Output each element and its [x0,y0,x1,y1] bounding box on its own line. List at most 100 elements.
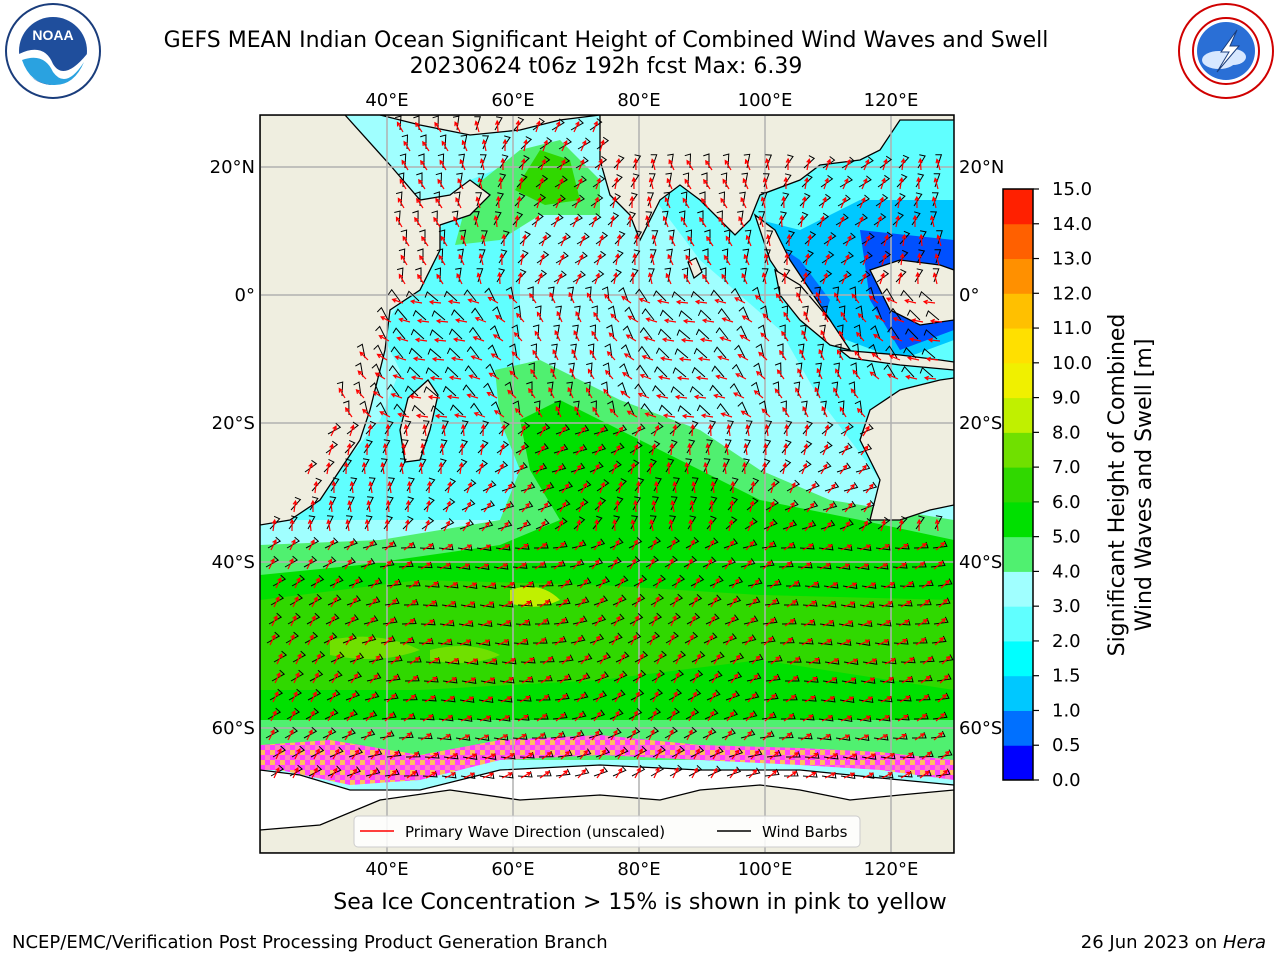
wind-barb [676,329,691,340]
wave-direction-arrow [864,582,877,589]
wave-direction-arrow [407,480,412,494]
wave-direction-arrow [781,732,792,741]
wind-barb [382,616,398,625]
wind-barb [819,269,833,283]
wave-direction-arrow [549,291,556,304]
wave-direction-arrow [573,329,580,342]
wind-barb [607,305,617,321]
wave-direction-arrow [499,620,512,627]
wind-barb [532,324,540,340]
wind-barb [753,362,763,378]
wave-direction-arrow [708,423,714,437]
colorbar-tick-label: 13.0 [1052,249,1092,270]
wave-direction-arrow [842,696,855,703]
wind-barb [268,612,283,625]
wave-direction-arrow [833,387,840,399]
wave-direction-arrow [764,423,770,437]
wind-barb [671,574,686,587]
wind-barb [436,248,444,264]
wind-barb [327,594,342,606]
wave-direction-arrow [629,195,635,209]
wave-direction-arrow [806,677,818,684]
wave-direction-arrow [365,711,375,722]
wave-direction-arrow [663,318,677,324]
wind-barb [683,726,698,739]
wave-direction-arrow [423,619,435,627]
wind-barb [832,286,840,302]
wind-barb [451,309,465,321]
wave-direction-arrow [447,481,453,494]
wind-barb [386,383,400,397]
wind-barb [386,578,402,587]
wave-direction-arrow [484,753,497,760]
wave-direction-arrow [445,500,452,513]
wave-direction-arrow [779,349,787,361]
wave-direction-arrow [700,413,714,419]
lat-label-right-20n: 20°N [959,157,1004,178]
wind-barb [923,329,938,340]
wind-barb [855,305,864,321]
wind-barb [552,194,566,207]
wave-direction-arrow [898,619,910,627]
wave-direction-arrow [821,196,827,209]
wind-barb [723,229,731,245]
wind-barb [897,770,913,778]
wave-direction-arrow [420,733,432,741]
wind-barb [289,593,303,606]
wave-direction-arrow [713,393,726,399]
wind-barb [269,515,281,530]
wind-barb [539,137,553,150]
wind-barb [379,559,395,568]
wind-barb [690,746,705,758]
wind-barb [609,537,624,549]
wave-direction-arrow [627,214,633,228]
wave-direction-arrow [338,387,346,399]
wave-direction-arrow [635,480,641,494]
wind-barb [305,707,320,720]
wave-direction-arrow [538,520,546,532]
wind-barb [726,595,742,606]
wave-direction-arrow [401,732,412,741]
wind-barb [534,443,549,454]
wave-direction-arrow [655,394,669,399]
wave-direction-arrow [699,337,713,343]
wave-direction-arrow [929,318,943,324]
wave-direction-arrow [885,297,898,304]
wind-barb [689,385,704,397]
wave-direction-arrow [766,233,771,247]
wave-direction-arrow [481,696,494,703]
wave-direction-arrow [407,675,419,684]
wind-barb [534,542,549,549]
wind-barb [634,650,649,663]
wind-barb [550,731,566,739]
wind-barb [390,346,404,359]
wind-barb [900,656,916,664]
wind-barb [610,269,622,283]
wave-direction-arrow [806,502,815,513]
wind-barb [555,597,571,606]
wave-direction-arrow [439,442,445,456]
wave-direction-arrow [767,598,778,608]
wave-direction-arrow [535,464,544,475]
wave-direction-arrow [931,196,937,209]
wave-direction-arrow [879,620,891,627]
wind-barb [284,555,298,568]
wave-direction-arrow [514,214,520,228]
wave-direction-arrow [294,576,301,589]
wave-direction-arrow [821,544,833,551]
wind-barb [877,516,891,530]
wave-direction-arrow [422,714,434,722]
wave-direction-arrow [706,634,714,646]
wind-barb [612,424,628,435]
wave-direction-arrow [845,753,858,760]
wind-barb [760,635,776,644]
wave-direction-arrow [462,521,471,532]
wind-barb [629,441,643,454]
wave-direction-arrow [746,616,756,627]
wave-direction-arrow [459,158,466,171]
wave-direction-arrow [344,729,352,741]
wind-barb [704,537,719,549]
wind-barb [400,541,416,549]
colorbar-tick-label: 2.0 [1052,631,1081,652]
wind-barb [631,423,646,435]
